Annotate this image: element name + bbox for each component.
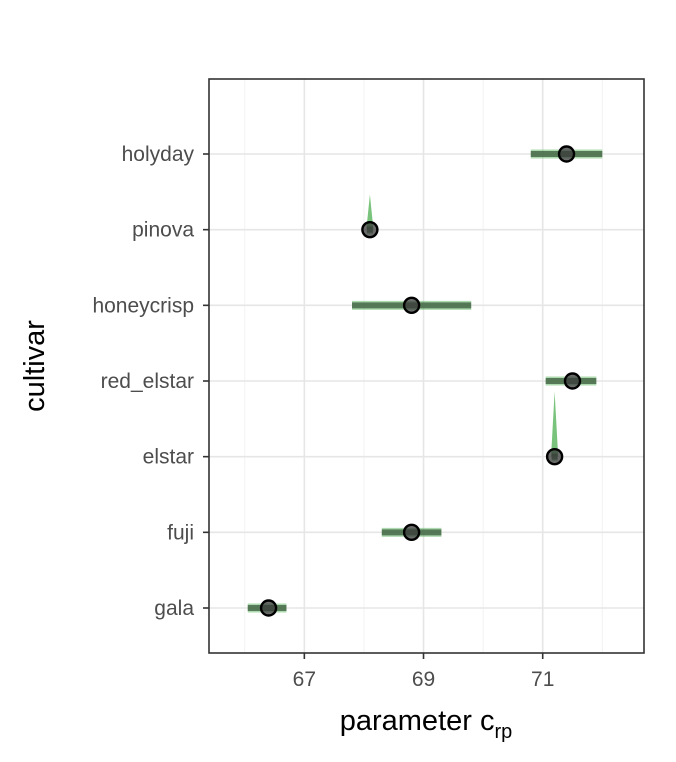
point-elstar: [545, 447, 564, 466]
point-gala: [259, 599, 278, 617]
density-spike-elstar: [551, 391, 559, 457]
x-tick-label: 71: [531, 668, 554, 691]
x-axis-title: parameter crp: [340, 705, 513, 743]
y-axis-title: cultivar: [19, 320, 51, 412]
grid-lines: [209, 79, 644, 653]
point-fuji: [402, 523, 421, 542]
y-tick-label-pinova: pinova: [132, 219, 194, 242]
point-holyday: [557, 145, 576, 163]
y-tick-label-red_elstar: red_elstar: [101, 370, 194, 393]
point-red_elstar: [563, 372, 582, 390]
x-axis-title-main: parameter c: [340, 705, 495, 737]
data-marks: [247, 145, 603, 617]
x-tick-label: 69: [412, 668, 435, 691]
y-tick-label-gala: gala: [154, 597, 194, 620]
panel-border: [208, 78, 645, 654]
y-tick-label-fuji: fuji: [167, 521, 194, 544]
x-axis-title-subscript: rp: [494, 721, 512, 743]
y-tick-label-honeycrisp: honeycrisp: [92, 294, 194, 317]
point-pinova: [361, 220, 379, 239]
point-honeycrisp: [402, 296, 421, 315]
y-tick-label-elstar: elstar: [143, 446, 194, 469]
x-tick-label: 67: [293, 668, 316, 691]
y-tick-label-holyday: holyday: [122, 143, 195, 166]
density-spike-pinova: [366, 194, 374, 230]
